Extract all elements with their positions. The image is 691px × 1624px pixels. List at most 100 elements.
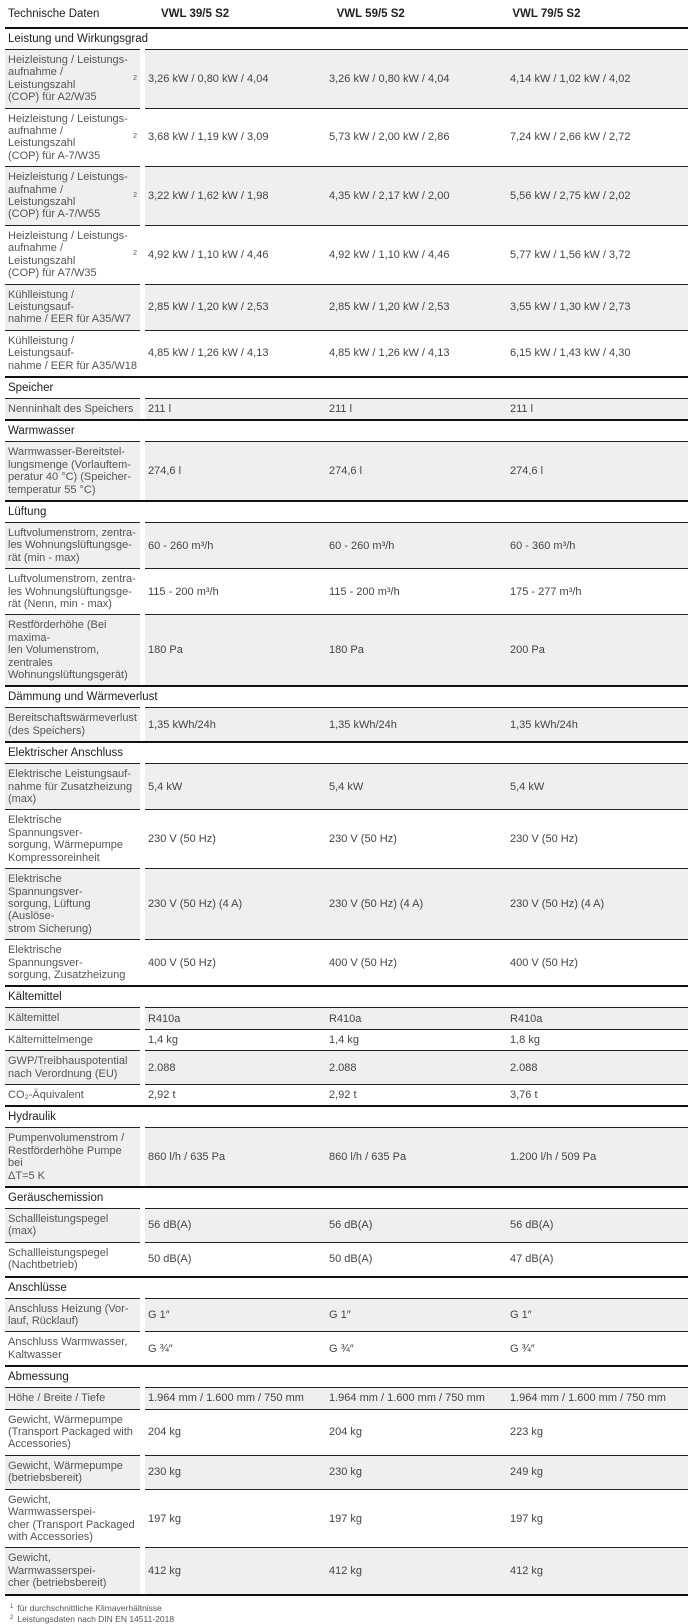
row-label-text: Höhe / Breite / Tiefe bbox=[8, 1392, 106, 1405]
footnote-text: für durchschnittliche Klimaverhältnisse bbox=[17, 1602, 162, 1613]
row-label: Kühlleistung / Leistungsauf- nahme / EER… bbox=[5, 283, 140, 330]
section-title: Lüftung bbox=[5, 499, 688, 522]
value-cell: 1,35 kWh/24h bbox=[148, 718, 216, 731]
value-cell: 7,24 kW / 2,66 kW / 2,72 bbox=[510, 131, 631, 144]
footnote-text: Leistungsdaten nach DIN EN 14511-2018 bbox=[17, 1613, 175, 1624]
row-values: G 1″ G 1″ G 1″ bbox=[145, 1297, 688, 1332]
row-values: 1,35 kWh/24h 1,35 kWh/24h 1,35 kWh/24h bbox=[145, 707, 688, 742]
value-cell: 4,92 kW / 1,10 kW / 4,46 bbox=[148, 248, 269, 261]
row-values: 274,6 l 274,6 l 274,6 l bbox=[145, 441, 688, 500]
table-row: Warmwasser-Bereitstel- lungsmenge (Vorla… bbox=[5, 441, 688, 500]
value-cell: G 1″ bbox=[329, 1309, 351, 1322]
table-row: Elektrische Spannungsver- sorgung, Wärme… bbox=[5, 809, 688, 868]
value-cell: 230 V (50 Hz) (4 A) bbox=[329, 898, 424, 911]
value-cell: G ¾″ bbox=[148, 1342, 173, 1355]
value-cell: 3,26 kW / 0,80 kW / 4,04 bbox=[148, 72, 269, 85]
value-cell: 175 - 277 m³/h bbox=[510, 585, 582, 598]
value-cell: 2.088 bbox=[329, 1061, 357, 1074]
value-cell: 5,4 kW bbox=[510, 780, 545, 793]
value-cell: G 1″ bbox=[148, 1309, 170, 1322]
value-cell: 197 kg bbox=[329, 1512, 363, 1525]
row-values: 211 l 211 l 211 l bbox=[145, 397, 688, 420]
row-values: 4,92 kW / 1,10 kW / 4,46 4,92 kW / 1,10 k… bbox=[145, 224, 688, 284]
row-label: Bereitschaftswärmeverlust (des Speichers… bbox=[5, 707, 140, 742]
row-label: Kältemittelmenge bbox=[5, 1028, 140, 1050]
value-cell: 50 dB(A) bbox=[148, 1253, 192, 1266]
row-values: 4,85 kW / 1,26 kW / 4,13 4,85 kW / 1,26 k… bbox=[145, 329, 688, 376]
table-row: Kältemittelmenge 1,4 kg 1,4 kg 1,8 kg bbox=[5, 1028, 688, 1050]
table-row: Heizleistung / Leistungs- aufnahme / Lei… bbox=[5, 166, 688, 225]
value-cell: 60 - 260 m³/h bbox=[148, 539, 214, 552]
row-label: Anschluss Warmwasser, Kaltwasser bbox=[5, 1331, 140, 1365]
value-cell: 200 Pa bbox=[510, 644, 545, 657]
value-cell: G ¾″ bbox=[329, 1342, 354, 1355]
table-row: Elektrische Spannungsver- sorgung, Lüftu… bbox=[5, 868, 688, 940]
row-label-text: Heizleistung / Leistungs- aufnahme / Lei… bbox=[8, 171, 128, 221]
row-label-text: Heizleistung / Leistungs- aufnahme / Lei… bbox=[8, 112, 128, 162]
value-cell: 1,35 kWh/24h bbox=[510, 718, 578, 731]
footnote-ref: 2 bbox=[133, 74, 137, 82]
value-cell: 5,4 kW bbox=[148, 780, 183, 793]
table-row: Schallleistungspegel (max) 56 dB(A) 56 dB(… bbox=[5, 1208, 688, 1242]
table-row: Schallleistungspegel (Nachtbetrieb) 50 dB… bbox=[5, 1241, 688, 1276]
row-label-text: Gewicht, Warmwasserspei- cher (betriebsb… bbox=[8, 1552, 107, 1590]
row-label: Luftvolumenstrom, zentra- les Wohnungslü… bbox=[5, 521, 140, 569]
table-row: Elektrische Leistungsauf- nahme für Zusa… bbox=[5, 763, 688, 810]
value-cell: 2.088 bbox=[148, 1061, 176, 1074]
value-cell: 115 - 200 m³/h bbox=[329, 585, 400, 598]
row-values: 3,22 kW / 1,62 kW / 1,98 4,35 kW / 2,17 k… bbox=[145, 166, 688, 225]
table-row: Pumpenvolumenstrom / Restförderhöhe Pump… bbox=[5, 1127, 688, 1186]
table-row: Gewicht, Wärmepumpe (betriebsbereit) 230 … bbox=[5, 1454, 688, 1489]
value-cell: 230 V (50 Hz) bbox=[329, 833, 397, 846]
value-cell: 274,6 l bbox=[510, 465, 544, 478]
value-cell: 400 V (50 Hz) bbox=[510, 956, 578, 969]
footnote-mark: 2 bbox=[10, 1614, 14, 1621]
table-row: GWP/Treibhauspotential nach Verordnung (… bbox=[5, 1050, 688, 1084]
value-cell: 6,15 kW / 1,43 kW / 4,30 bbox=[510, 347, 631, 360]
value-cell: 4,92 kW / 1,10 kW / 4,46 bbox=[329, 248, 450, 261]
row-label-text: Kühlleistung / Leistungsauf- nahme / EER… bbox=[8, 288, 131, 326]
row-label: CO₂-Äquivalent bbox=[5, 1083, 140, 1105]
row-label-text: Bereitschaftswärmeverlust (des Speichers… bbox=[8, 712, 137, 737]
header-title: Technische Daten bbox=[8, 7, 100, 20]
row-label: Höhe / Breite / Tiefe bbox=[5, 1387, 140, 1409]
value-cell: 1,35 kWh/24h bbox=[329, 718, 397, 731]
value-cell: 1.964 mm / 1.600 mm / 750 mm bbox=[148, 1392, 304, 1405]
value-cell: 50 dB(A) bbox=[329, 1253, 373, 1266]
section-title: Elektrischer Anschluss bbox=[5, 741, 688, 763]
value-cell: 230 V (50 Hz) (4 A) bbox=[148, 898, 243, 911]
footnotes: 1 für durchschnittliche Klimaverhältnisse… bbox=[5, 1602, 688, 1624]
row-label-text: Anschluss Heizung (Vor- lauf, Rücklauf) bbox=[8, 1302, 129, 1328]
row-label: Elektrische Leistungsauf- nahme für Zusa… bbox=[5, 763, 140, 810]
row-values: 180 Pa 180 Pa 200 Pa bbox=[145, 614, 688, 686]
row-values: 400 V (50 Hz) 400 V (50 Hz) 400 V (50 Hz) bbox=[145, 939, 688, 985]
value-cell: 1.964 mm / 1.600 mm / 750 mm bbox=[329, 1392, 485, 1405]
row-label: Gewicht, Wärmepumpe (Transport Packaged … bbox=[5, 1408, 140, 1455]
row-values: 230 V (50 Hz) (4 A) 230 V (50 Hz) (4 A) 23… bbox=[145, 868, 688, 940]
value-cell: 860 l/h / 635 Pa bbox=[329, 1151, 407, 1164]
value-cell: 274,6 l bbox=[148, 465, 182, 478]
row-label: Gewicht, Warmwasserspei- cher (betriebsb… bbox=[5, 1547, 140, 1594]
value-cell: 204 kg bbox=[148, 1426, 182, 1439]
section-title: Anschlüsse bbox=[5, 1275, 688, 1298]
row-label: Heizleistung / Leistungs- aufnahme / Lei… bbox=[5, 49, 140, 108]
value-cell: 2,92 t bbox=[148, 1089, 176, 1102]
value-cell: 249 kg bbox=[510, 1466, 544, 1479]
value-cell: 3,22 kW / 1,62 kW / 1,98 bbox=[148, 190, 269, 203]
row-label-text: Anschluss Warmwasser, Kaltwasser bbox=[8, 1336, 128, 1361]
value-cell: 5,77 kW / 1,56 kW / 3,72 bbox=[510, 248, 631, 261]
value-cell: 115 - 200 m³/h bbox=[148, 585, 219, 598]
row-values: 1,4 kg 1,4 kg 1,8 kg bbox=[145, 1028, 688, 1050]
table-row: Kältemittel R410a R410a R410a bbox=[5, 1007, 688, 1029]
table-body: Leistung und Wirkungsgrad Heizleistung / … bbox=[5, 29, 688, 1596]
section-title: Abmessung bbox=[5, 1365, 688, 1387]
row-values: 60 - 260 m³/h 60 - 260 m³/h 60 - 360 m³/h bbox=[145, 521, 688, 569]
header-model: VWL 79/5 S2 bbox=[512, 7, 581, 20]
table-row: Heizleistung / Leistungs- aufnahme / Lei… bbox=[5, 224, 688, 284]
value-cell: 1.200 l/h / 509 Pa bbox=[510, 1151, 597, 1164]
table-row: Kühlleistung / Leistungsauf- nahme / EER… bbox=[5, 283, 688, 330]
row-values: 5,4 kW 5,4 kW 5,4 kW bbox=[145, 763, 688, 810]
footnote-mark: 1 bbox=[10, 1603, 14, 1610]
section-title: Geräuschemission bbox=[5, 1186, 688, 1208]
